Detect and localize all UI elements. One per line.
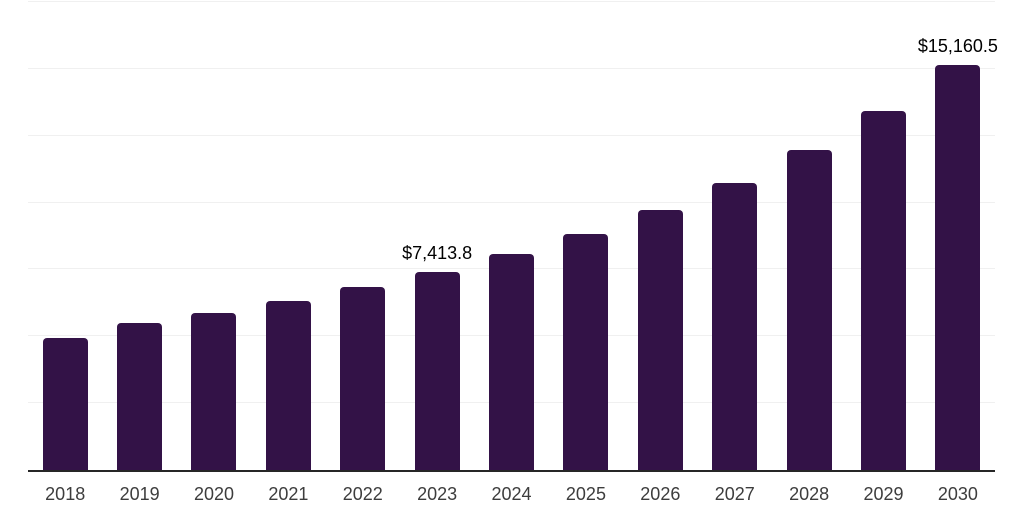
x-tick-2030: 2030 bbox=[937, 484, 978, 504]
bar-slot-2028 bbox=[772, 2, 846, 470]
bar-2018 bbox=[42, 338, 88, 470]
x-tick-2025: 2025 bbox=[565, 484, 606, 504]
gridline-15000 bbox=[28, 67, 995, 69]
bar-slot-2030: $15,160.5 bbox=[917, 2, 998, 470]
x-tick-2023: 2023 bbox=[417, 484, 458, 504]
bar-2022 bbox=[340, 287, 386, 470]
x-tick-2029: 2029 bbox=[863, 484, 904, 504]
x-tick-2022: 2022 bbox=[342, 484, 383, 504]
bar-2025 bbox=[563, 234, 609, 470]
bar-value-label-2030: $15,160.5 bbox=[917, 35, 998, 56]
x-tick-2028: 2028 bbox=[789, 484, 830, 504]
bar-slot-2019 bbox=[102, 2, 176, 470]
bar-slot-2029 bbox=[846, 2, 920, 470]
gridline-17500 bbox=[28, 1, 995, 2]
bar-2027 bbox=[712, 183, 758, 470]
x-tick-2027: 2027 bbox=[714, 484, 755, 504]
bar-slot-2025 bbox=[549, 2, 623, 470]
bar-slot-2018 bbox=[28, 2, 102, 470]
bar-slot-2026 bbox=[623, 2, 697, 470]
bar-slot-2027 bbox=[698, 2, 772, 470]
bar-2029 bbox=[860, 111, 906, 470]
bar-2019 bbox=[117, 322, 163, 470]
x-tick-2021: 2021 bbox=[268, 484, 309, 504]
bar-2023 bbox=[414, 271, 460, 470]
x-axis: 2018 2019 2020 2021 2022 2023 2024 2025 2026 2027… bbox=[28, 484, 995, 505]
x-tick-2024: 2024 bbox=[491, 484, 532, 504]
bar-2030 bbox=[935, 64, 981, 470]
bar-slot-2022 bbox=[326, 2, 400, 470]
plot-area: $7,413.8 $15,160.5 bbox=[28, 1, 998, 472]
bar-2026 bbox=[637, 210, 683, 470]
x-tick-2019: 2019 bbox=[119, 484, 160, 504]
bar-2028 bbox=[786, 150, 832, 470]
bar-slot-2021 bbox=[251, 2, 325, 470]
x-tick-2026: 2026 bbox=[640, 484, 681, 504]
bar-2024 bbox=[489, 253, 535, 470]
gridline-12500 bbox=[28, 134, 995, 136]
bar-2020 bbox=[191, 313, 237, 470]
x-tick-2020: 2020 bbox=[193, 484, 234, 504]
bar-value-label-2023: $7,413.8 bbox=[402, 242, 473, 263]
bar-slot-2023: $7,413.8 bbox=[400, 2, 474, 470]
bar-slot-2024 bbox=[474, 2, 548, 470]
bar-slot-2020 bbox=[177, 2, 251, 470]
x-tick-2018: 2018 bbox=[45, 484, 86, 504]
gridline-10000 bbox=[28, 201, 995, 203]
bar-2021 bbox=[265, 301, 311, 470]
